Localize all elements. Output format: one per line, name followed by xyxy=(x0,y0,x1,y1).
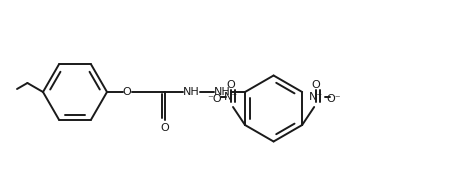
Text: NH: NH xyxy=(213,87,230,97)
Text: ⁻O: ⁻O xyxy=(208,94,222,104)
Text: O: O xyxy=(226,80,235,90)
Text: O: O xyxy=(123,87,131,97)
Text: O⁻: O⁻ xyxy=(327,94,342,104)
Text: N⁺: N⁺ xyxy=(224,92,238,102)
Text: O: O xyxy=(161,123,169,133)
Text: NH: NH xyxy=(183,87,199,97)
Text: O: O xyxy=(312,80,321,90)
Text: N⁺: N⁺ xyxy=(309,92,323,102)
